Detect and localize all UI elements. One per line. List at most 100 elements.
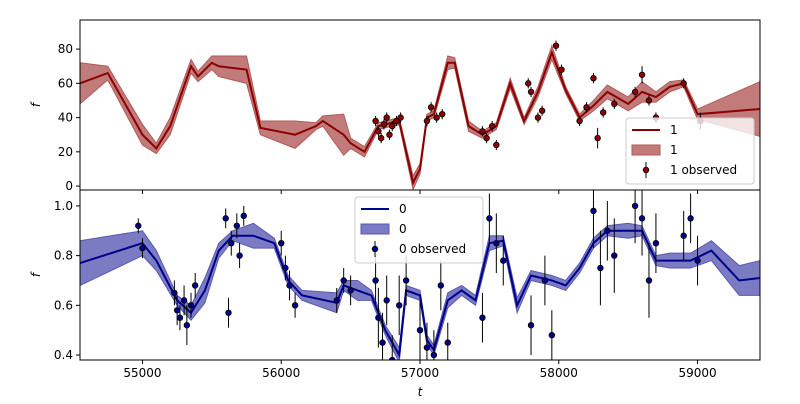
- legend-patch: [360, 223, 390, 235]
- observed-point: [228, 239, 235, 247]
- observed-point: [645, 277, 653, 284]
- observed-point: [488, 122, 496, 130]
- y-tick-label: 0.6: [54, 298, 73, 312]
- observed-point: [379, 339, 386, 346]
- observed-point: [527, 88, 535, 96]
- legend: 0 0 0 observed: [354, 196, 484, 264]
- y-tick-label: 0.8: [54, 249, 73, 263]
- observed-point: [534, 114, 542, 121]
- observed-point: [479, 128, 486, 135]
- observed-point: [176, 314, 184, 321]
- observed-point: [597, 264, 604, 272]
- observed-point: [393, 117, 400, 125]
- observed-point: [286, 282, 293, 289]
- observed-point: [173, 307, 181, 314]
- y-axis-label: f: [29, 101, 43, 107]
- observed-point: [680, 80, 687, 87]
- observed-point: [372, 117, 379, 125]
- legend-label: 0 observed: [399, 242, 466, 256]
- observed-point: [594, 134, 601, 142]
- observed-point: [180, 297, 188, 304]
- legend-label: 1: [670, 143, 678, 157]
- observed-point: [225, 309, 232, 316]
- observed-point: [380, 121, 388, 128]
- observed-point: [590, 75, 597, 82]
- observed-point: [395, 302, 403, 309]
- legend-label: 1 observed: [670, 163, 737, 177]
- observed-point: [444, 339, 451, 346]
- observed-point: [291, 302, 299, 309]
- x-tick-label: 57000: [401, 366, 439, 380]
- observed-point: [191, 282, 199, 289]
- observed-point: [372, 277, 379, 284]
- observed-point: [402, 277, 410, 284]
- observed-point: [427, 104, 435, 111]
- observed-point: [377, 134, 385, 142]
- observed-point: [694, 257, 701, 264]
- legend-point: [642, 166, 650, 174]
- observed-point: [576, 117, 583, 125]
- observed-point: [604, 227, 611, 234]
- y-axis-label: f: [29, 271, 43, 277]
- observed-point: [439, 110, 446, 118]
- observed-point: [430, 351, 438, 359]
- observed-point: [416, 326, 424, 334]
- legend-label: 0: [399, 202, 407, 216]
- observed-point: [631, 202, 639, 210]
- observed-point: [278, 239, 285, 247]
- observed-point: [590, 207, 597, 215]
- observed-point: [333, 297, 340, 304]
- x-axis-label: t: [418, 385, 424, 399]
- observed-point: [282, 264, 289, 272]
- observed-point: [389, 122, 396, 130]
- observed-point: [500, 257, 507, 264]
- plot-area: [80, 190, 760, 360]
- observed-point: [433, 114, 440, 121]
- observed-point: [135, 222, 142, 229]
- model-line: [80, 49, 760, 186]
- model-line: [80, 229, 760, 359]
- observed-point: [493, 141, 500, 149]
- observed-point: [171, 289, 178, 297]
- observed-point: [548, 331, 556, 339]
- observed-point: [483, 134, 490, 142]
- legend-patch: [631, 144, 661, 156]
- x-tick-label: 59000: [678, 366, 716, 380]
- legend-box: [625, 117, 755, 185]
- legend-point: [371, 245, 379, 253]
- observed-point: [525, 80, 532, 87]
- observed-point: [638, 71, 646, 78]
- observed-point: [437, 282, 445, 289]
- observed-point: [599, 109, 607, 116]
- observed-point: [652, 239, 660, 247]
- y-tick-label: 80: [58, 42, 73, 56]
- observed-point: [187, 302, 195, 309]
- observed-point: [423, 117, 431, 125]
- y-tick-label: 60: [58, 76, 73, 90]
- x-tick-label: 58000: [540, 366, 578, 380]
- observed-point: [236, 252, 243, 259]
- y-tick-label: 0.4: [54, 348, 73, 362]
- observed-point: [680, 232, 687, 239]
- legend: 1 1 1 observed: [625, 117, 755, 185]
- legend-label: 1: [670, 123, 678, 137]
- legend-box: [354, 196, 484, 264]
- observed-point: [541, 277, 549, 284]
- observed-point: [389, 356, 396, 360]
- observed-point: [397, 114, 404, 121]
- observed-point: [611, 100, 618, 108]
- y-tick-label: 1.0: [54, 199, 73, 213]
- x-tick-label: 55000: [123, 366, 161, 380]
- observed-point: [493, 239, 500, 247]
- observed-point: [486, 215, 493, 222]
- plot-area: [80, 40, 760, 190]
- observed-point: [645, 97, 653, 104]
- observed-point: [611, 252, 618, 259]
- observed-point: [687, 215, 694, 222]
- observed-point: [538, 107, 546, 114]
- observed-point: [583, 104, 590, 111]
- legend-label: 0: [399, 222, 407, 236]
- observed-point: [383, 114, 390, 121]
